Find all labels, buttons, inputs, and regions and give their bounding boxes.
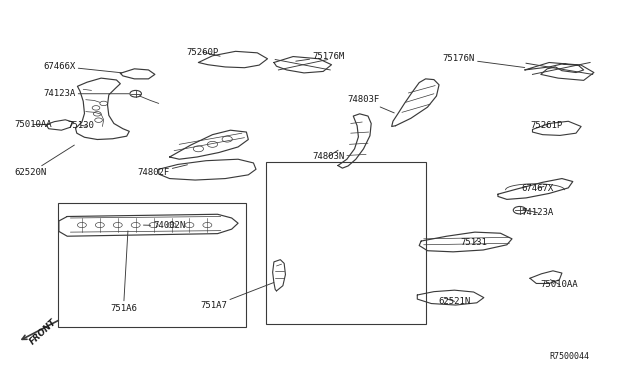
Text: 67467X: 67467X [522, 184, 554, 193]
Text: FRONT: FRONT [28, 317, 59, 346]
Text: 75176M: 75176M [296, 52, 344, 61]
Text: 75010AA: 75010AA [14, 120, 52, 129]
Text: 75130: 75130 [68, 121, 95, 130]
Text: 75131: 75131 [461, 238, 488, 247]
Text: 62520N: 62520N [14, 145, 74, 177]
Text: 67466X: 67466X [44, 62, 122, 73]
Text: 74002N: 74002N [143, 221, 186, 230]
Text: R7500044: R7500044 [549, 352, 589, 361]
Text: 751A7: 751A7 [200, 282, 274, 310]
Bar [266, 162, 426, 324]
Text: 75260P: 75260P [187, 48, 220, 57]
Text: 751A6: 751A6 [110, 231, 137, 312]
Bar [58, 203, 246, 327]
Text: 74803F: 74803F [347, 95, 394, 113]
Text: 75010AA: 75010AA [541, 280, 579, 289]
Text: 75176N: 75176N [443, 54, 525, 68]
Text: 74123A: 74123A [44, 89, 129, 98]
Text: 75261P: 75261P [530, 121, 562, 130]
Text: 74803N: 74803N [312, 150, 344, 161]
Text: 74123A: 74123A [522, 208, 554, 217]
Text: 74802F: 74802F [138, 165, 188, 177]
Text: 62521N: 62521N [438, 297, 470, 306]
